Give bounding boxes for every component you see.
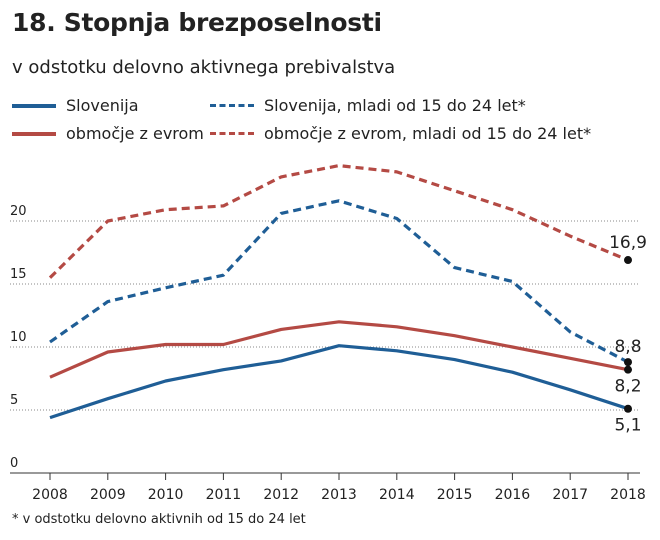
legend-label: Slovenija, mladi od 15 do 24 let* — [264, 96, 526, 115]
chart-subtitle: v odstotku delovno aktivnega prebivalstv… — [12, 57, 396, 78]
end-label-2: 8,2 — [614, 377, 641, 397]
end-point-2 — [624, 365, 632, 374]
legend-item-evro-mladi: območje z evrom, mladi od 15 do 24 let* — [210, 124, 591, 143]
y-tick-label: 20 — [10, 204, 27, 219]
end-point-1 — [624, 358, 632, 367]
x-tick-label: 2013 — [321, 487, 357, 503]
x-tick-label: 2009 — [90, 487, 126, 503]
y-tick-label: 15 — [10, 267, 27, 282]
legend-swatch-slovenija-mladi — [210, 104, 254, 107]
series-line-3 — [48, 164, 629, 279]
end-label-3: 16,9 — [609, 233, 647, 253]
y-tick-label: 10 — [10, 330, 27, 345]
y-tick-label: 0 — [10, 456, 18, 471]
legend-swatch-evro — [12, 131, 56, 136]
end-label-1: 8,8 — [614, 337, 641, 357]
end-point-0 — [624, 404, 632, 413]
legend-swatch-slovenija — [12, 103, 56, 108]
x-tick-label: 2012 — [263, 487, 299, 503]
series-line-1 — [49, 199, 629, 364]
legend-item-evro: območje z evrom — [12, 124, 204, 143]
x-tick-label: 2011 — [206, 487, 242, 503]
series-line-0 — [49, 344, 629, 420]
legend-label: območje z evrom — [66, 124, 204, 143]
y-tick-label: 5 — [10, 393, 18, 408]
chart-title: 18. Stopnja brezposelnosti — [12, 8, 382, 37]
legend-item-slovenija: Slovenija — [12, 96, 139, 115]
end-point-3 — [624, 256, 632, 265]
x-tick-label: 2018 — [610, 487, 646, 503]
series-line-2 — [49, 320, 629, 379]
end-label-0: 5,1 — [614, 416, 641, 436]
footnote: * v odstotku delovno aktivnih od 15 do 2… — [12, 512, 306, 527]
legend-label: območje z evrom, mladi od 15 do 24 let* — [264, 124, 592, 143]
x-tick-label: 2008 — [32, 487, 68, 503]
x-tick-label: 2017 — [552, 487, 588, 503]
x-tick-label: 2014 — [379, 487, 415, 503]
legend-label: Slovenija — [66, 96, 139, 115]
legend-swatch-evro-mladi — [210, 132, 254, 135]
legend-item-slovenija-mladi: Slovenija, mladi od 15 do 24 let* — [210, 96, 526, 115]
x-tick-label: 2016 — [495, 487, 531, 503]
x-tick-label: 2015 — [437, 487, 473, 503]
x-tick-label: 2010 — [148, 487, 184, 503]
